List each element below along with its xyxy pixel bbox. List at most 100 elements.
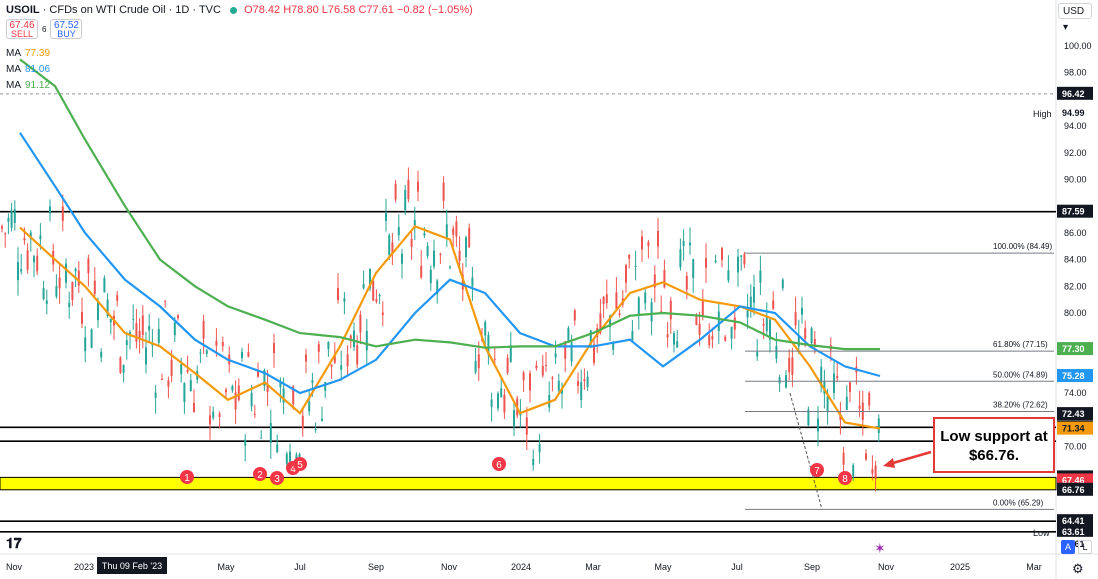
candle-body — [801, 307, 803, 315]
candle-body — [868, 392, 871, 406]
gear-icon[interactable]: ⚙ — [1072, 561, 1084, 576]
price-axis-tag-bg — [1057, 204, 1093, 218]
candle-body — [439, 253, 442, 255]
candle-body — [362, 284, 365, 289]
candle-body — [279, 382, 282, 388]
candle-body — [244, 439, 247, 446]
candle-body — [714, 260, 717, 263]
time-axis-tick: 2023 — [74, 562, 94, 572]
candle-body — [458, 250, 461, 261]
sell-label: SELL — [10, 29, 34, 39]
candle-body — [13, 209, 16, 223]
candle-body — [205, 350, 208, 354]
currency-selector[interactable]: USD ▾ — [1058, 3, 1092, 33]
buy-button[interactable]: 67.52 BUY — [50, 19, 83, 39]
symbol-description: · CFDs on WTI Crude Oil · 1D · TVC — [42, 4, 221, 16]
candle-body — [273, 343, 275, 354]
ma-legend-fast[interactable]: MA 77.39 — [6, 48, 50, 59]
candle-body — [589, 330, 592, 345]
candle-body — [81, 311, 83, 324]
symbol-name[interactable]: USOIL — [6, 4, 40, 16]
candle-body — [865, 453, 867, 460]
candle-body — [551, 377, 554, 379]
candle-body — [180, 364, 183, 375]
swing-low-marker-label: 1 — [184, 473, 190, 484]
ma-line-2 — [19, 58, 880, 351]
candle-body — [42, 288, 45, 300]
candle-body — [452, 228, 455, 235]
candle-body — [324, 382, 327, 391]
sell-button[interactable]: 67.46 SELL — [6, 19, 38, 39]
candle-body — [436, 280, 439, 295]
candle-body — [535, 365, 538, 369]
candle-body — [209, 415, 211, 425]
ma-legend-mid[interactable]: MA 81.06 — [6, 64, 50, 75]
candle-body — [513, 410, 515, 426]
candle-body — [794, 312, 797, 326]
candle-body — [781, 279, 784, 289]
candle-body — [429, 269, 432, 284]
candle-body — [820, 366, 823, 387]
candle-body — [538, 444, 541, 453]
candle-body — [257, 370, 259, 377]
candle-body — [833, 373, 835, 393]
ma-label: MA — [6, 80, 21, 91]
magic-wand-icon[interactable]: ✶ — [874, 540, 886, 556]
candle-body — [369, 268, 371, 289]
candle-body — [474, 360, 477, 373]
candle-body — [215, 340, 218, 346]
price-axis-tag-label: High — [1033, 109, 1052, 119]
tradingview-logo-icon[interactable]: 𝟏𝟕 — [6, 535, 22, 551]
candle-body — [167, 380, 170, 387]
candle-body — [532, 458, 535, 466]
candle-body — [276, 444, 279, 453]
price-axis-tag-value: 94.99 — [1062, 108, 1085, 118]
candle-body — [858, 405, 861, 409]
candle-body — [148, 326, 151, 331]
candle-body — [330, 364, 333, 367]
candle-body — [292, 386, 295, 405]
price-axis-tick: 92.00 — [1064, 148, 1087, 158]
price-axis-tag-bg — [1057, 514, 1093, 528]
chevron-down-icon: ▾ — [1063, 22, 1069, 33]
swing-low-marker-label: 4 — [290, 464, 296, 475]
candle-body — [506, 357, 509, 373]
auto-scale-icon[interactable]: A — [1061, 540, 1075, 554]
candle-body — [717, 311, 720, 332]
candle-body — [4, 233, 7, 235]
candle-body — [39, 235, 42, 240]
candle-body — [55, 286, 58, 297]
candle-body — [564, 341, 567, 359]
swing-low-marker — [838, 471, 852, 485]
candle-body — [743, 254, 746, 265]
candle-body — [423, 233, 426, 236]
log-scale-icon[interactable]: L — [1078, 540, 1092, 554]
candle-body — [525, 417, 528, 435]
candle-body — [522, 372, 525, 381]
candle-body — [804, 328, 807, 339]
candle-body — [705, 258, 707, 268]
candle-body — [561, 389, 563, 394]
candle-body — [333, 354, 336, 363]
candle-body — [647, 242, 650, 247]
ma-legend-slow[interactable]: MA 91.12 — [6, 80, 50, 91]
candle-body — [218, 413, 221, 417]
candle-body — [695, 314, 698, 326]
price-axis-tick: 84.00 — [1064, 255, 1087, 265]
swing-low-marker-label: 6 — [496, 460, 502, 471]
candle-body — [132, 318, 135, 320]
candle-body — [420, 265, 423, 278]
swing-low-marker — [810, 463, 824, 477]
candle-body — [260, 437, 263, 439]
candle-body — [701, 300, 704, 317]
ma-label: MA — [6, 64, 21, 75]
candle-body — [817, 418, 819, 432]
candle-body — [631, 330, 634, 341]
candle-body — [599, 313, 602, 333]
candle-body — [103, 277, 106, 293]
candle-body — [327, 341, 330, 349]
candle-body — [7, 218, 10, 222]
price-axis-tick: 86.00 — [1064, 228, 1087, 238]
candle-body — [68, 302, 71, 307]
